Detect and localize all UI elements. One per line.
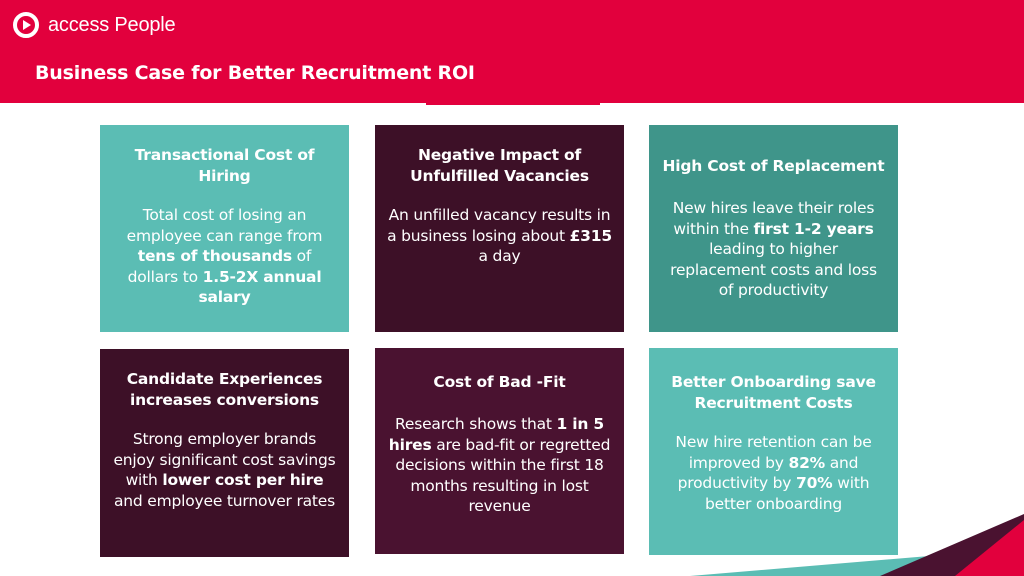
card-body: Research shows that 1 in 5 hires are bad…	[388, 415, 611, 515]
brand-name: access People	[48, 13, 176, 36]
card-negative-impact: Negative Impact of Unfulfilled Vacancies…	[375, 125, 624, 332]
card-body: New hires leave their roles within the f…	[670, 199, 877, 299]
header-underline	[426, 103, 600, 105]
card-title: Better Onboarding save Recruitment Costs	[671, 373, 876, 412]
card-title: Cost of Bad -Fit	[433, 373, 566, 391]
card-candidate-experiences: Candidate Experiences increases conversi…	[100, 349, 349, 557]
card-title: Negative Impact of Unfulfilled Vacancies	[410, 146, 589, 185]
card-bad-fit: Cost of Bad -Fit Research shows that 1 i…	[375, 348, 624, 554]
header-banner	[0, 0, 1024, 103]
page-title: Business Case for Better Recruitment ROI	[35, 62, 475, 84]
brand-logo: access People	[12, 10, 176, 40]
card-transactional-cost: Transactional Cost of Hiring Total cost …	[100, 125, 349, 332]
card-replacement-cost: High Cost of Replacement New hires leave…	[649, 125, 898, 332]
card-title: High Cost of Replacement	[662, 157, 885, 175]
access-logo-icon	[13, 12, 39, 38]
card-body: Total cost of losing an employee can ran…	[126, 206, 323, 306]
card-body: An unfilled vacancy results in a busines…	[387, 206, 612, 265]
card-onboarding: Better Onboarding save Recruitment Costs…	[649, 348, 898, 555]
card-title: Transactional Cost of Hiring	[134, 146, 315, 185]
card-body: New hire retention can be improved by 82…	[675, 433, 872, 513]
card-title: Candidate Experiences increases conversi…	[126, 370, 323, 409]
card-body: Strong employer brands enjoy significant…	[113, 430, 336, 510]
